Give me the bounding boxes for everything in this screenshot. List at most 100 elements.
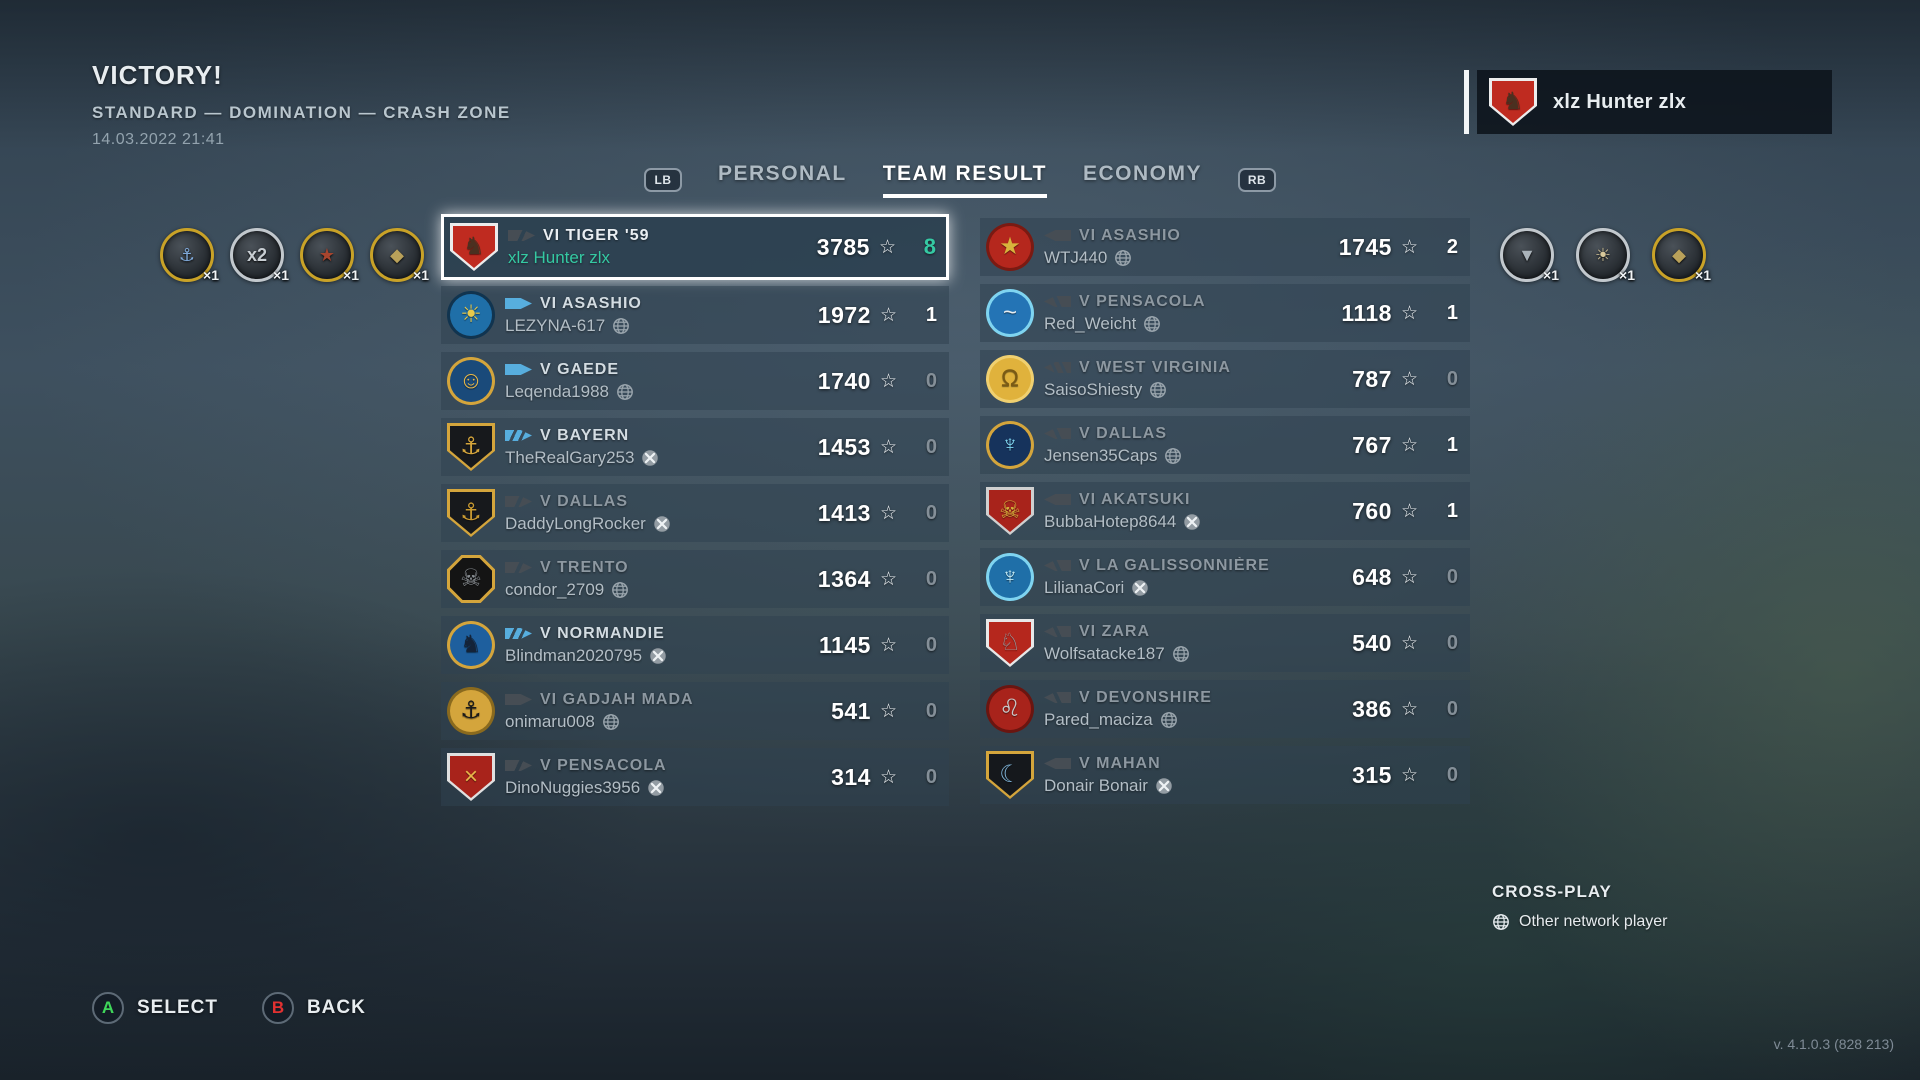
double-strike-medal[interactable]: x2 ×1	[230, 228, 289, 283]
clan-emblem-art: ♆	[989, 556, 1031, 598]
enemy-team-row[interactable]: ★ VI ASASHIO WTJ440 1745 ☆ 2	[980, 218, 1470, 276]
shoulder-button-lb[interactable]: LB	[644, 168, 683, 192]
player-info: V DEVONSHIRE Pared_maciza	[1044, 689, 1300, 730]
ship-line: VI ZARA	[1044, 623, 1300, 641]
player-name: Leqenda1988	[505, 381, 610, 401]
medal-count: ×1	[203, 267, 219, 283]
player-info: VI TIGER '59 xlz Hunter zlx	[508, 227, 778, 268]
enemy-team-row[interactable]: Ω V WEST VIRGINIA SaisoShiesty 787 ☆ 0	[980, 350, 1470, 408]
ship-line: V DALLAS	[1044, 425, 1300, 443]
sinking-ship-medal[interactable]: ▼ ×1	[1500, 228, 1559, 283]
score-value: 540	[1352, 629, 1392, 656]
tab-personal[interactable]: PERSONAL	[718, 162, 847, 185]
player-line: Blindman2020795	[505, 646, 779, 666]
tab-economy[interactable]: ECONOMY	[1082, 162, 1202, 185]
ally-team-row[interactable]: ⚓ V DALLAS DaddyLongRocker 1413 ☆ 0	[441, 484, 949, 542]
player-name: condor_2709	[505, 579, 605, 599]
ally-team-row[interactable]: ☀ VI ASASHIO LEZYNA-617 1972 ☆ 1	[441, 286, 949, 344]
score-value: 386	[1352, 695, 1392, 722]
enemy-team-row[interactable]: ♆ V LA GALISSONNIÈRE LilianaCori 648 ☆ 0	[980, 548, 1470, 606]
ship-line: V TRENTO	[505, 559, 779, 577]
explosion-medal[interactable]: ☀ ×1	[1576, 228, 1635, 283]
emblem-glyph-icon: ♘	[999, 629, 1021, 656]
enemy-team-row[interactable]: ♘ VI ZARA Wolfsatacke187 540 ☆ 0	[980, 614, 1470, 672]
emblem-glyph-icon: ~	[1002, 299, 1017, 326]
globe-icon	[1160, 711, 1177, 728]
ally-team-row[interactable]: ⚓ V BAYERN TheRealGary253 1453 ☆ 0	[441, 418, 949, 476]
enemy-team-row[interactable]: ~ V PENSACOLA Red_Weicht 1118 ☆ 1	[980, 284, 1470, 342]
cruiser-class-icon	[1044, 625, 1071, 638]
shell-medal[interactable]: ◆ ×1	[370, 228, 429, 283]
clan-emblem: ⚓	[447, 423, 495, 471]
ally-team-row[interactable]: × V PENSACOLA DinoNuggies3956 314 ☆ 0	[441, 748, 949, 806]
ship-name: V WEST VIRGINIA	[1079, 358, 1231, 376]
player-info: V WEST VIRGINIA SaisoShiesty	[1044, 359, 1300, 400]
clan-emblem: ♆	[986, 553, 1034, 601]
clan-emblem: Ω	[986, 355, 1034, 403]
player-name: Red_Weicht	[1044, 313, 1137, 333]
clan-emblem-art: ☀	[450, 294, 492, 336]
shoulder-button-rb[interactable]: RB	[1237, 168, 1276, 192]
player-name: LilianaCori	[1044, 577, 1125, 597]
score-star-icon: ☆	[1400, 302, 1418, 324]
clan-emblem-art: ♞	[450, 624, 492, 666]
player-name: Wolfsatacke187	[1044, 643, 1165, 663]
score-value: 1745	[1338, 233, 1392, 260]
score-star-icon: ☆	[1400, 764, 1418, 786]
kills-count: 1	[1446, 499, 1458, 522]
battleship-class-icon	[1044, 361, 1071, 374]
globe-icon	[1150, 381, 1167, 398]
ally-team-row[interactable]: ☺ V GAEDE Leqenda1988 1740 ☆ 0	[441, 352, 949, 410]
destroyer-class-icon	[1044, 229, 1071, 242]
clan-emblem: ♌	[986, 685, 1034, 733]
xbox-icon	[650, 647, 666, 664]
ship-line: VI GADJAH MADA	[505, 691, 779, 709]
ship-line: V PENSACOLA	[505, 757, 779, 775]
kills-count: 0	[925, 567, 937, 590]
result-tabs: LB PERSONAL TEAM RESULT ECONOMY RB	[644, 162, 1276, 198]
select-button[interactable]: A SELECT	[92, 992, 218, 1024]
emblem-glyph-icon: ☠	[999, 497, 1021, 524]
warship-medal[interactable]: ★ ×1	[300, 228, 359, 283]
ally-team-row[interactable]: ♞ VI TIGER '59 xlz Hunter zlx 3785 ☆ 8	[441, 214, 949, 280]
clan-emblem: ♞	[447, 621, 495, 669]
player-line: Jensen35Caps	[1044, 446, 1300, 466]
back-button[interactable]: B BACK	[261, 992, 366, 1024]
player-line: DinoNuggies3956	[505, 778, 779, 798]
double-strike-medal-icon: x2	[246, 244, 268, 265]
player-line: condor_2709	[505, 580, 779, 600]
tab-team-result[interactable]: TEAM RESULT	[882, 162, 1047, 198]
player-info: V LA GALISSONNIÈRE LilianaCori	[1044, 557, 1300, 598]
player-info: V TRENTO condor_2709	[505, 559, 779, 600]
cruiser-class-icon	[505, 496, 532, 507]
score-value: 1118	[1341, 299, 1392, 326]
enemy-team-row[interactable]: ♆ V DALLAS Jensen35Caps 767 ☆ 1	[980, 416, 1470, 474]
ally-team-row[interactable]: ⚓ VI GADJAH MADA onimaru008 541 ☆ 0	[441, 682, 949, 740]
emblem-glyph-icon: ⚓	[460, 697, 482, 724]
anchor-medal[interactable]: ⚓ ×1	[160, 228, 219, 283]
player-name: LEZYNA-617	[505, 315, 606, 335]
emblem-glyph-icon: ☀	[460, 301, 482, 328]
player-info: V NORMANDIE Blindman2020795	[505, 625, 779, 666]
emblem-glyph-icon: Ω	[1001, 365, 1019, 392]
ship-name: V PENSACOLA	[1079, 292, 1206, 310]
clan-emblem-art: ⚓	[450, 492, 492, 534]
enemy-team-row[interactable]: ☠ VI AKATSUKI BubbaHotep8644 760 ☆ 1	[980, 482, 1470, 540]
cruiser-class-icon	[1044, 427, 1071, 440]
destroyer-class-icon	[505, 694, 532, 705]
ally-team-row[interactable]: ☠ V TRENTO condor_2709 1364 ☆ 0	[441, 550, 949, 608]
shell-medal[interactable]: ◆ ×1	[1652, 228, 1711, 283]
clan-emblem: ~	[986, 289, 1034, 337]
clan-emblem: ☾	[986, 751, 1034, 799]
enemy-team-row[interactable]: ☾ V MAHAN Donair Bonair 315 ☆ 0	[980, 746, 1470, 804]
ship-name: V LA GALISSONNIÈRE	[1079, 556, 1270, 574]
ally-team-row[interactable]: ♞ V NORMANDIE Blindman2020795 1145 ☆ 0	[441, 616, 949, 674]
kills-count: 0	[925, 369, 937, 392]
globe-icon	[617, 383, 633, 400]
emblem-glyph-icon: ♞	[460, 631, 482, 658]
medal-count: ×1	[1543, 267, 1559, 283]
enemy-team-row[interactable]: ♌ V DEVONSHIRE Pared_maciza 386 ☆ 0	[980, 680, 1470, 738]
globe-icon	[613, 317, 630, 334]
ship-line: V DALLAS	[505, 493, 779, 511]
cruiser-class-icon	[1044, 559, 1071, 572]
